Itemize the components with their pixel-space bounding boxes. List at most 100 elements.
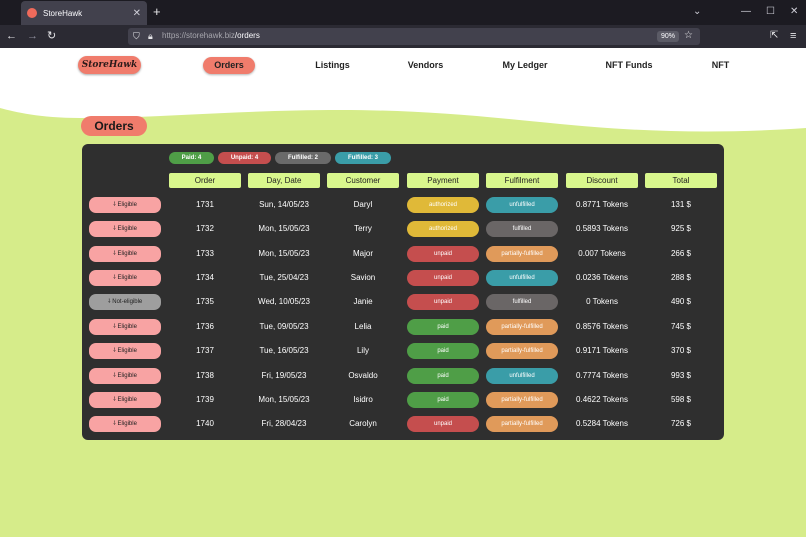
fulfilment-status-pill[interactable]: partially-fulfilled [486,416,558,432]
nav-my-ledger[interactable]: My Ledger [502,60,548,70]
order-number: 1740 [196,419,214,428]
eligibility-badge[interactable]: ⸸ Eligible [89,246,161,262]
discount-value: 0 Tokens [586,297,618,306]
nav-nft[interactable]: NFT [711,60,730,70]
order-date: Fri, 28/04/23 [261,419,307,428]
payment-status-pill[interactable]: authorized [407,221,479,237]
eligibility-badge[interactable]: ⸸ Eligible [89,368,161,384]
order-total: 266 $ [670,249,692,258]
tab-list-chevron-icon[interactable]: ⌄ [693,6,702,17]
nav-orders[interactable]: Orders [203,57,255,74]
nav-nft-funds[interactable]: NFT Funds [605,60,653,70]
table-row[interactable]: ⸸ Eligible 1740 Fri, 28/04/23 Carolyn unpaid… [82,414,724,434]
discount-value: 0.0236 Tokens [576,273,628,282]
minimize-window-icon[interactable]: — [741,6,751,17]
close-window-icon[interactable]: ✕ [790,6,799,17]
table-row[interactable]: ⸸ Eligible 1731 Sun, 14/05/23 Daryl authoriz… [82,195,724,215]
table-row[interactable]: ⸸ Eligible 1738 Fri, 19/05/23 Osvaldo paid un… [82,366,724,386]
order-number: 1739 [196,395,214,404]
payment-status-pill[interactable]: paid [407,368,479,384]
payment-status-pill[interactable]: authorized [407,197,479,213]
table-row[interactable]: ⸸ Eligible 1736 Tue, 09/05/23 Lelia paid part… [82,317,724,337]
payment-status-pill[interactable]: unpaid [407,294,479,310]
payment-status-pill[interactable]: unpaid [407,416,479,432]
fulfilment-status-pill[interactable]: unfulfilled [486,197,558,213]
table-row[interactable]: ⸸ Eligible 1734 Tue, 25/04/23 Savion unpaid u… [82,268,724,288]
customer-name: Lelia [354,322,372,331]
column-header-fulfilment[interactable]: Fulfilment [486,173,558,188]
column-header-customer[interactable]: Customer [327,173,399,188]
discount-value: 0.4622 Tokens [576,395,628,404]
eligibility-badge[interactable]: ⸸ Eligible [89,319,161,335]
browser-tab[interactable]: StoreHawk ✕ [21,1,147,25]
fulfilment-status-pill[interactable]: partially-fulfilled [486,392,558,408]
order-total: 745 $ [670,322,692,331]
column-header-total[interactable]: Total [645,173,717,188]
storehawk-favicon-icon [27,8,37,18]
order-date: Mon, 15/05/23 [258,395,310,404]
back-arrow-icon[interactable]: ← [6,30,17,42]
eligibility-badge[interactable]: ⸸ Not-eligible [89,294,161,310]
table-row[interactable]: ⸸ Eligible 1732 Mon, 15/05/23 Terry authoriz… [82,219,724,239]
menu-icon[interactable]: ≡ [790,30,797,42]
storehawk-logo[interactable]: StoreHawk [78,56,141,74]
customer-name: Osvaldo [348,371,378,380]
star-icon[interactable]: ☆ [684,30,693,41]
summary-chip-unpaid[interactable]: Unpaid: 4 [218,152,271,164]
payment-status-pill[interactable]: paid [407,343,479,359]
eligibility-badge[interactable]: ⸸ Eligible [89,392,161,408]
fulfilment-status-pill[interactable]: unfulfilled [486,270,558,286]
payment-status-pill[interactable]: unpaid [407,246,479,262]
order-total: 726 $ [670,419,692,428]
customer-name: Savion [350,273,376,282]
order-date: Wed, 10/05/23 [258,297,310,306]
column-header-order[interactable]: Order [169,173,241,188]
reload-icon[interactable]: ↻ [47,30,57,42]
fulfilment-status-pill[interactable]: partially-fulfilled [486,246,558,262]
eligibility-badge[interactable]: ⸸ Eligible [89,416,161,432]
extensions-icon[interactable]: ⇱ [770,30,779,41]
tab-title: StoreHawk [43,8,83,18]
summary-chip-paid[interactable]: Paid: 4 [169,152,214,164]
order-number: 1736 [196,322,214,331]
column-header-date[interactable]: Day, Date [248,173,320,188]
table-row[interactable]: ⸸ Eligible 1739 Mon, 15/05/23 Isidro paid par… [82,390,724,410]
maximize-window-icon[interactable]: ☐ [766,6,775,17]
fulfilment-status-pill[interactable]: partially-fulfilled [486,319,558,335]
payment-status-pill[interactable]: paid [407,319,479,335]
table-row[interactable]: ⸸ Eligible 1733 Mon, 15/05/23 Major unpaid pa… [82,244,724,264]
lock-icon[interactable]: 🔒︎ [148,31,153,41]
payment-status-pill[interactable]: unpaid [407,270,479,286]
fulfilment-status-pill[interactable]: fulfilled [486,294,558,310]
shield-icon[interactable]: ⛉ [133,31,140,41]
eligibility-badge[interactable]: ⸸ Eligible [89,197,161,213]
forward-arrow-icon[interactable]: → [27,30,38,42]
url-text[interactable]: https://storehawk.biz/orders [162,31,260,40]
table-row[interactable]: ⸸ Not-eligible 1735 Wed, 10/05/23 Janie unpa… [82,292,724,312]
fulfilment-status-pill[interactable]: fulfilled [486,221,558,237]
order-number: 1733 [196,249,214,258]
eligibility-badge[interactable]: ⸸ Eligible [89,270,161,286]
summary-chip-fulfilled-alt[interactable]: Fulfilled: 3 [335,152,391,164]
discount-value: 0.8576 Tokens [576,322,628,331]
column-header-discount[interactable]: Discount [566,173,638,188]
summary-chip-fulfilled[interactable]: Fulfilled: 2 [275,152,331,164]
order-date: Tue, 09/05/23 [259,322,309,331]
payment-status-pill[interactable]: paid [407,392,479,408]
eligibility-badge[interactable]: ⸸ Eligible [89,221,161,237]
order-date: Mon, 15/05/23 [258,249,310,258]
discount-value: 0.7774 Tokens [576,371,628,380]
zoom-level-badge[interactable]: 90% [657,31,680,42]
order-number: 1738 [196,371,214,380]
column-header-payment[interactable]: Payment [407,173,479,188]
close-tab-icon[interactable]: ✕ [132,7,141,19]
fulfilment-status-pill[interactable]: unfulfilled [486,368,558,384]
nav-vendors[interactable]: Vendors [407,60,444,70]
nav-listings[interactable]: Listings [315,60,350,70]
url-bar[interactable]: ⛉ 🔒︎ https://storehawk.biz/orders 90% ☆ [128,28,700,45]
new-tab-icon[interactable]: + [153,4,161,19]
order-total: 490 $ [670,297,692,306]
eligibility-badge[interactable]: ⸸ Eligible [89,343,161,359]
fulfilment-status-pill[interactable]: partially-fulfilled [486,343,558,359]
table-row[interactable]: ⸸ Eligible 1737 Tue, 16/05/23 Lily paid parti… [82,341,724,361]
